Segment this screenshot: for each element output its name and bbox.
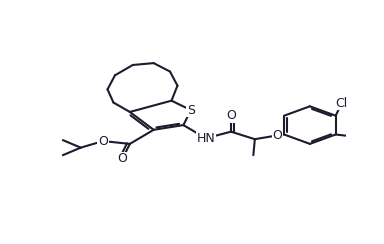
Text: HN: HN <box>196 132 215 145</box>
Text: O: O <box>272 129 282 142</box>
Text: O: O <box>98 135 108 148</box>
Text: Cl: Cl <box>336 97 348 110</box>
Text: O: O <box>118 152 127 165</box>
Text: S: S <box>187 103 195 117</box>
Text: O: O <box>226 109 236 122</box>
